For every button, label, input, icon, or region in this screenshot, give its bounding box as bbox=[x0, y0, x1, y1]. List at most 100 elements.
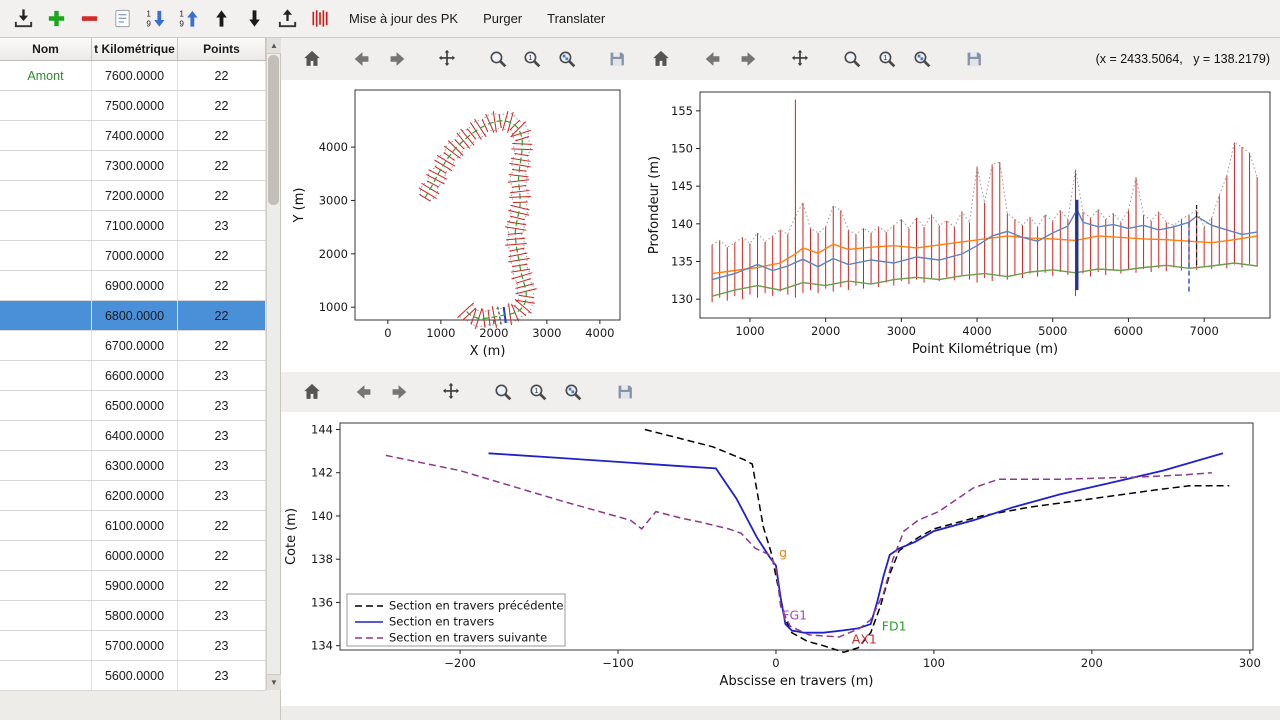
cell-points: 22 bbox=[178, 61, 266, 90]
pan-icon[interactable] bbox=[435, 46, 460, 72]
svg-text:2000: 2000 bbox=[479, 326, 508, 340]
table-row[interactable]: 7200.0000 22 bbox=[0, 181, 266, 211]
cell-nom bbox=[0, 601, 92, 630]
sections-icon[interactable] bbox=[305, 4, 335, 34]
table-row[interactable]: 6700.0000 22 bbox=[0, 331, 266, 361]
zoom-one-icon[interactable]: 1 bbox=[874, 46, 900, 72]
zoom-icon[interactable] bbox=[486, 46, 511, 72]
cell-pk: 6500.0000 bbox=[92, 391, 178, 420]
table-row[interactable]: 6600.0000 23 bbox=[0, 361, 266, 391]
table-row[interactable]: 6300.0000 23 bbox=[0, 451, 266, 481]
table-row[interactable]: 6900.0000 22 bbox=[0, 271, 266, 301]
svg-text:144: 144 bbox=[311, 422, 333, 436]
import-icon[interactable] bbox=[8, 4, 38, 34]
table-row[interactable]: 5900.0000 22 bbox=[0, 571, 266, 601]
table-row[interactable]: 7500.0000 22 bbox=[0, 91, 266, 121]
home-icon[interactable] bbox=[299, 379, 325, 405]
cross-section-figure[interactable]: −200 −100 0 100 200 300 134 136 138 140 142 144 Absc… bbox=[281, 412, 1280, 706]
pan-icon[interactable] bbox=[438, 379, 464, 405]
zoom-one-icon[interactable]: 1 bbox=[525, 379, 551, 405]
home-icon[interactable] bbox=[648, 46, 674, 72]
svg-text:2000: 2000 bbox=[319, 247, 348, 261]
table-row[interactable]: 5800.0000 23 bbox=[0, 601, 266, 631]
zoom-icon[interactable] bbox=[490, 379, 516, 405]
plan-chart-canvas[interactable]: 0 1000 2000 3000 4000 1000 2000 3000 4000 X (m) Y … bbox=[281, 80, 630, 372]
plan-view-figure[interactable]: 0 1000 2000 3000 4000 1000 2000 3000 4000 X (m) Y … bbox=[281, 80, 630, 372]
cell-points: 22 bbox=[178, 331, 266, 360]
move-down-icon[interactable] bbox=[239, 4, 269, 34]
svg-text:2000: 2000 bbox=[811, 324, 840, 338]
zoom-region-icon[interactable] bbox=[909, 46, 935, 72]
forward-icon[interactable] bbox=[735, 46, 761, 72]
table-row[interactable]: 6200.0000 23 bbox=[0, 481, 266, 511]
back-icon[interactable] bbox=[700, 46, 726, 72]
table-row[interactable]: 6400.0000 23 bbox=[0, 421, 266, 451]
menu-purge[interactable]: Purger bbox=[483, 11, 523, 26]
table-row[interactable]: 6100.0000 22 bbox=[0, 511, 266, 541]
table-row[interactable]: 6000.0000 22 bbox=[0, 541, 266, 571]
scrollbar-thumb[interactable] bbox=[268, 55, 279, 205]
cell-nom bbox=[0, 331, 92, 360]
column-header-pk[interactable]: t Kilométrique bbox=[92, 38, 178, 60]
edit-icon[interactable] bbox=[107, 4, 137, 34]
svg-text:136: 136 bbox=[311, 595, 333, 609]
cell-points: 23 bbox=[178, 481, 266, 510]
move-up-icon[interactable] bbox=[206, 4, 236, 34]
zoom-one-icon[interactable]: 1 bbox=[520, 46, 545, 72]
menu-update-pk[interactable]: Mise à jour des PK bbox=[349, 11, 459, 26]
cell-pk: 6100.0000 bbox=[92, 511, 178, 540]
cell-pk: 5700.0000 bbox=[92, 631, 178, 660]
table-row[interactable]: 6500.0000 23 bbox=[0, 391, 266, 421]
table-scrollbar[interactable]: ▲ ▼ bbox=[266, 38, 281, 690]
zoom-icon[interactable] bbox=[839, 46, 865, 72]
cell-points: 22 bbox=[178, 151, 266, 180]
cross-chart-canvas[interactable]: −200 −100 0 100 200 300 134 136 138 140 142 144 Absc… bbox=[281, 412, 1280, 706]
cell-nom bbox=[0, 121, 92, 150]
column-header-points[interactable]: Points bbox=[178, 38, 266, 60]
table-row[interactable]: 7000.0000 22 bbox=[0, 241, 266, 271]
svg-text:Section en travers suivante: Section en travers suivante bbox=[389, 631, 547, 645]
longitudinal-profile-figure[interactable]: 1000 2000 3000 4000 5000 6000 7000 130 135 140 145… bbox=[630, 80, 1280, 372]
table-row[interactable]: 7100.0000 23 bbox=[0, 211, 266, 241]
table-row[interactable]: 5600.0000 23 bbox=[0, 661, 266, 691]
cell-nom bbox=[0, 631, 92, 660]
scroll-up-icon[interactable]: ▲ bbox=[267, 38, 281, 54]
cell-pk: 7100.0000 bbox=[92, 211, 178, 240]
scroll-down-icon[interactable]: ▼ bbox=[267, 674, 281, 690]
table-row[interactable]: 7300.0000 22 bbox=[0, 151, 266, 181]
cell-pk: 6700.0000 bbox=[92, 331, 178, 360]
svg-text:3000: 3000 bbox=[887, 324, 916, 338]
cell-nom bbox=[0, 301, 92, 330]
table-row[interactable]: 6800.0000 22 bbox=[0, 301, 266, 331]
cell-pk: 6600.0000 bbox=[92, 361, 178, 390]
back-icon[interactable] bbox=[350, 46, 375, 72]
pk-table-body: Amont 7600.0000 22 7500.0000 22 7400.0000 22 73… bbox=[0, 61, 266, 691]
pan-icon[interactable] bbox=[787, 46, 813, 72]
cell-pk: 6400.0000 bbox=[92, 421, 178, 450]
svg-text:4000: 4000 bbox=[962, 324, 991, 338]
back-icon[interactable] bbox=[351, 379, 377, 405]
svg-text:1: 1 bbox=[179, 10, 184, 19]
svg-text:9: 9 bbox=[146, 20, 151, 29]
menu-translate[interactable]: Translater bbox=[547, 11, 606, 26]
table-row[interactable]: 7400.0000 22 bbox=[0, 121, 266, 151]
remove-icon[interactable] bbox=[74, 4, 104, 34]
column-header-nom[interactable]: Nom bbox=[0, 38, 92, 60]
save-icon[interactable] bbox=[612, 379, 638, 405]
profile-chart-canvas[interactable]: 1000 2000 3000 4000 5000 6000 7000 130 135 140 145… bbox=[630, 80, 1280, 372]
home-icon[interactable] bbox=[299, 46, 324, 72]
zoom-region-icon[interactable] bbox=[560, 379, 586, 405]
forward-icon[interactable] bbox=[386, 379, 412, 405]
add-icon[interactable] bbox=[41, 4, 71, 34]
table-row[interactable]: Amont 7600.0000 22 bbox=[0, 61, 266, 91]
forward-icon[interactable] bbox=[384, 46, 409, 72]
zoom-region-icon[interactable] bbox=[554, 46, 579, 72]
save-icon[interactable] bbox=[961, 46, 987, 72]
cell-pk: 5900.0000 bbox=[92, 571, 178, 600]
table-row[interactable]: 5700.0000 23 bbox=[0, 631, 266, 661]
save-icon[interactable] bbox=[605, 46, 630, 72]
export-icon[interactable] bbox=[272, 4, 302, 34]
